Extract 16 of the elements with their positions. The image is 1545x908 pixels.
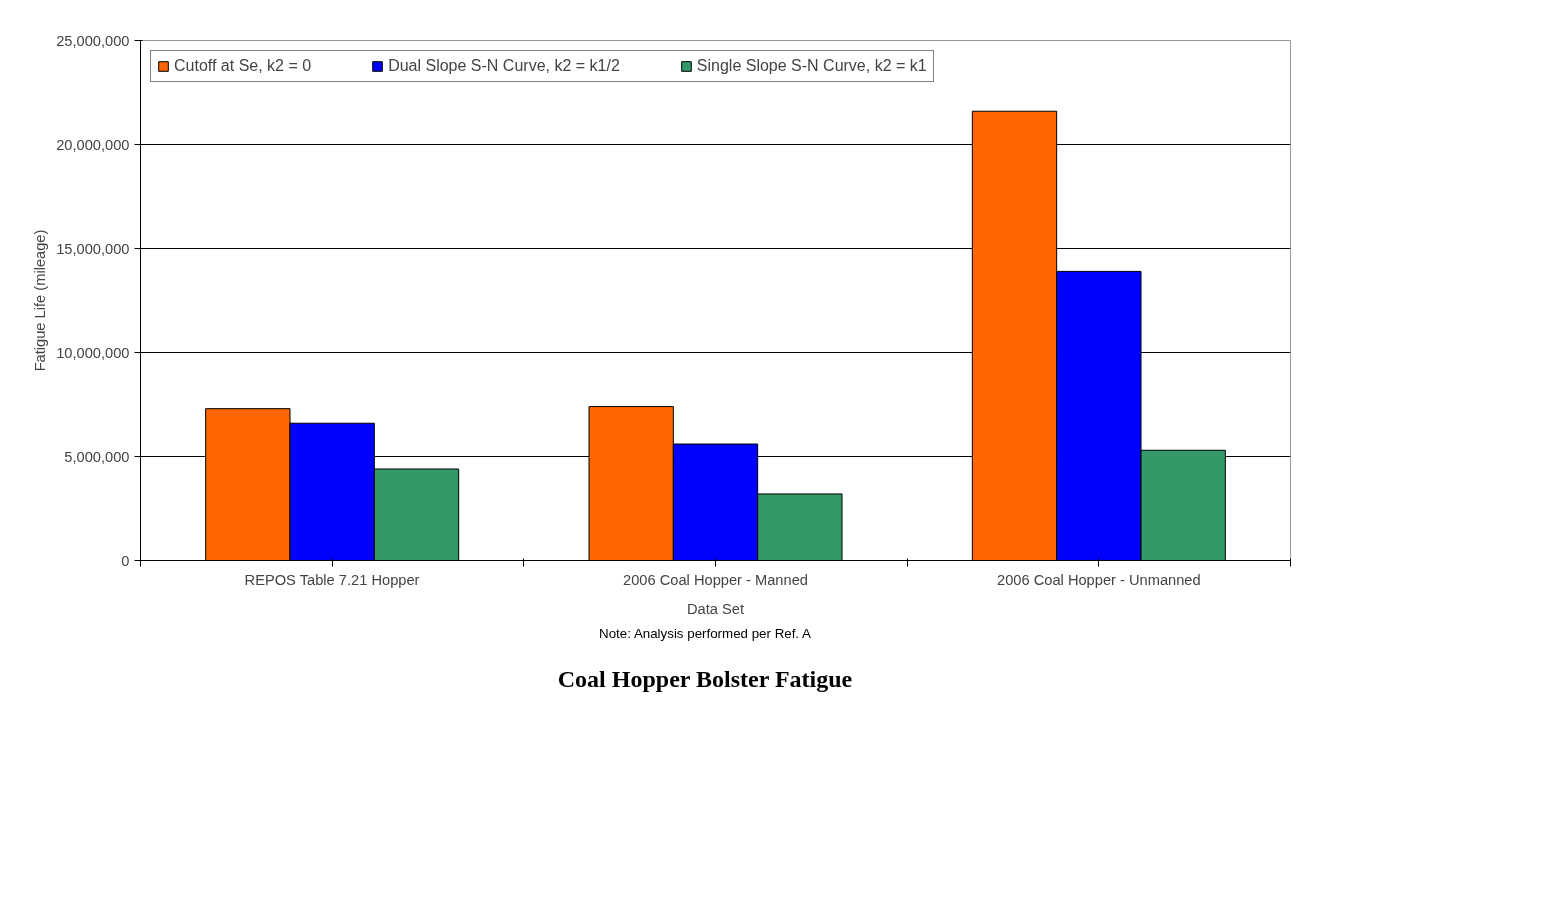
x-tick-label: 2006 Coal Hopper - Unmanned: [996, 571, 1201, 588]
y-tick-label: 20,000,000: [56, 136, 130, 153]
text: Coal Hopper Bolster Fatigue: [557, 665, 853, 695]
legend-label: Single Slope S-N Curve, k2 = k1: [696, 57, 927, 75]
x-tick-label: 2006 Coal Hopper - Manned: [623, 571, 808, 588]
y-tick-label: 25,000,000: [56, 32, 130, 49]
y-axis-title: Fatigue Life (mileage): [32, 229, 49, 372]
y-tick-label: 10,000,000: [56, 344, 130, 361]
x-tick-label: REPOS Table 7.21 Hopper: [244, 571, 420, 588]
legend-label: Dual Slope S-N Curve, k2 = k1/2: [388, 57, 620, 75]
text: Note: Analysis performed per Ref. A: [599, 625, 811, 643]
y-tick-label: 0: [121, 552, 130, 569]
y-tick-label: 15,000,000: [56, 240, 130, 257]
legend-label: Cutoff at Se, k2 = 0: [174, 57, 312, 75]
x-axis-title: Data Set: [686, 600, 745, 617]
y-tick-label: 5,000,000: [64, 448, 130, 465]
